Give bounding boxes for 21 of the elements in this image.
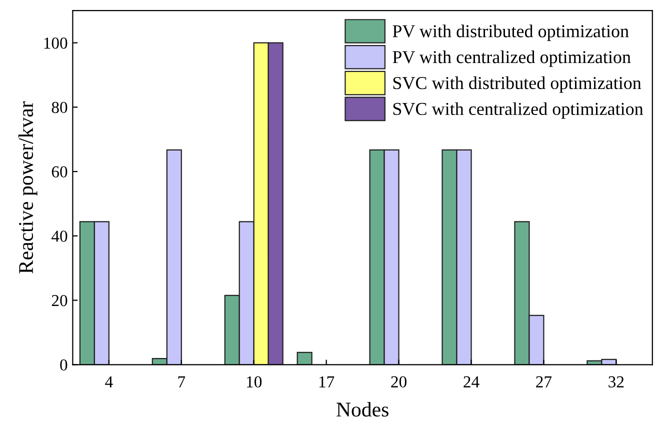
y-tick-label: 60 [52, 166, 68, 178]
x-tick-label: 7 [178, 376, 186, 388]
legend-label: SVC with distributed optimization [393, 76, 642, 93]
x-tick-label: 32 [608, 376, 624, 388]
x-axis-title: Nodes [336, 402, 388, 417]
legend-label: PV with centralized optimization [392, 50, 631, 67]
x-tick-label: 27 [536, 376, 552, 388]
legend-label: SVC with centralized optimization [393, 102, 644, 119]
y-tick-label: 80 [52, 102, 68, 114]
x-tick-label: 10 [247, 376, 262, 388]
y-tick-label: 0 [60, 359, 68, 371]
x-tick-label: 24 [464, 376, 480, 388]
y-tick-label: 40 [52, 230, 68, 242]
x-tick-label: 4 [105, 376, 113, 388]
x-tick-label: 17 [319, 376, 334, 388]
x-tick-label: 20 [391, 376, 406, 388]
legend-label: PV with distributed optimization [392, 24, 629, 41]
y-tick-label: 20 [52, 294, 68, 306]
y-axis-title: Reactive power/kvar [18, 101, 38, 274]
y-tick-label: 100 [44, 37, 68, 49]
bar [296, 352, 312, 365]
